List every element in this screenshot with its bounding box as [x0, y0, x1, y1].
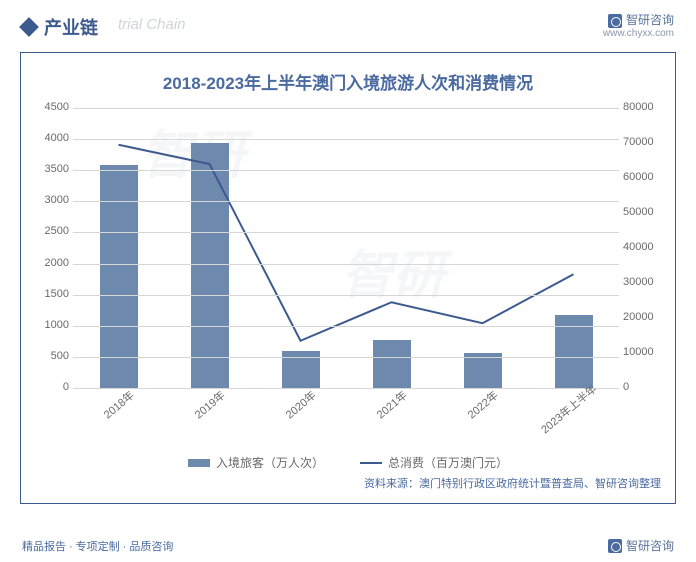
y-left-tick: 3500 — [35, 163, 69, 175]
plot-area: 0500100015002000250030003500400045000100… — [73, 108, 619, 388]
y-right-tick: 0 — [623, 381, 663, 393]
y-right-tick: 10000 — [623, 346, 663, 358]
legend-bar-label: 入境旅客（万人次） — [216, 454, 324, 471]
gridline — [73, 264, 619, 265]
y-right-tick: 70000 — [623, 136, 663, 148]
section-title: 产业链 — [44, 14, 98, 40]
x-tick-label: 2019年 — [190, 387, 227, 422]
y-right-tick: 40000 — [623, 241, 663, 253]
y-left-tick: 4000 — [35, 132, 69, 144]
y-left-tick: 0 — [35, 381, 69, 393]
y-right-tick: 30000 — [623, 276, 663, 288]
legend-item-line: 总消费（百万澳门元） — [360, 454, 508, 471]
x-tick-label: 2018年 — [99, 387, 136, 422]
legend: 入境旅客（万人次） 总消费（百万澳门元） — [33, 454, 663, 471]
section-diamond-icon — [19, 17, 39, 37]
x-tick-label: 2021年 — [372, 387, 409, 422]
legend-line-label: 总消费（百万澳门元） — [388, 454, 508, 471]
gridline — [73, 201, 619, 202]
legend-line-swatch — [360, 462, 382, 464]
y-left-tick: 2500 — [35, 225, 69, 237]
footer-brand-name: 智研咨询 — [626, 537, 674, 554]
y-right-tick: 80000 — [623, 101, 663, 113]
gridline — [73, 326, 619, 327]
chart-container: 智研 智研 2018-2023年上半年澳门入境旅游人次和消费情况 0500100… — [20, 52, 676, 504]
y-right-tick: 20000 — [623, 311, 663, 323]
y-left-tick: 2000 — [35, 257, 69, 269]
y-left-tick: 1000 — [35, 319, 69, 331]
gridline — [73, 357, 619, 358]
x-tick-label: 2022年 — [463, 387, 500, 422]
y-left-tick: 4500 — [35, 101, 69, 113]
brand-url: www.chyxx.com — [603, 28, 674, 40]
footer-tags: 精品报告·专项定制·品质咨询 — [22, 538, 173, 554]
y-left-tick: 3000 — [35, 194, 69, 206]
x-tick-label: 2020年 — [281, 387, 318, 422]
brand-name: 智研咨询 — [626, 14, 674, 28]
x-axis-labels: 2018年2019年2020年2021年2022年2023年上半年 — [73, 388, 619, 452]
brand-logo-icon — [608, 539, 622, 553]
bar — [373, 340, 411, 388]
x-tick-label: 2023年上半年 — [537, 381, 600, 437]
source-text: 资料来源：澳门特别行政区政府统计暨普查局、智研咨询整理 — [33, 475, 661, 491]
bar — [191, 143, 229, 388]
y-left-tick: 1500 — [35, 288, 69, 300]
gridline — [73, 170, 619, 171]
gridline — [73, 232, 619, 233]
y-right-tick: 50000 — [623, 206, 663, 218]
chart-title: 2018-2023年上半年澳门入境旅游人次和消费情况 — [33, 69, 663, 94]
y-right-tick: 60000 — [623, 171, 663, 183]
brand-logo-icon — [608, 14, 622, 28]
section-title-ghost: trial Chain — [118, 16, 186, 33]
y-left-tick: 500 — [35, 350, 69, 362]
bar — [100, 165, 138, 388]
legend-bar-swatch — [188, 459, 210, 467]
gridline — [73, 108, 619, 109]
gridline — [73, 139, 619, 140]
gridline — [73, 295, 619, 296]
legend-item-bar: 入境旅客（万人次） — [188, 454, 324, 471]
